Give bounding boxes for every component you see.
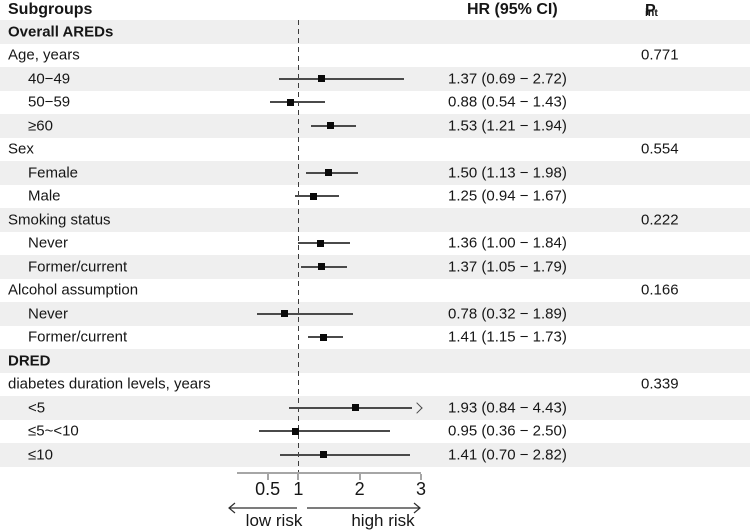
hr-point-marker: [351, 404, 359, 412]
forest-row: Never 0.78 (0.32 − 1.89): [0, 302, 750, 326]
forest-row: diabetes duration levels, years 0.339: [0, 373, 750, 397]
p-interaction-value: 0.339: [641, 375, 679, 393]
row-label: diabetes duration levels, years: [8, 375, 211, 393]
row-label: Former/current: [28, 258, 128, 276]
x-axis-line: [237, 472, 421, 474]
hr-ci-value: 1.25 (0.94 − 1.67): [448, 187, 567, 205]
hr-ci-value: 1.37 (1.05 − 1.79): [448, 258, 567, 276]
hr-point-marker: [319, 451, 327, 459]
row-label: Alcohol assumption: [8, 281, 139, 299]
hr-ci-value: 1.93 (0.84 − 4.43): [448, 399, 567, 417]
p-interaction-value: 0.771: [641, 46, 679, 64]
hr-point-marker: [291, 427, 299, 435]
reference-line-hr1: [297, 20, 300, 472]
hr-point-marker: [310, 192, 318, 200]
x-axis-tick: [419, 474, 422, 480]
row-label: Age, years: [8, 46, 80, 64]
row-label: DRED: [8, 352, 51, 370]
column-header-hr-ci: HR (95% CI): [467, 1, 558, 18]
row-label: Smoking status: [8, 211, 111, 229]
risk-direction-arrows: [228, 502, 421, 514]
table-rows: Overall AREDs Age, years 0.771 40−49 1.37 (0…: [0, 20, 750, 467]
row-label: 40−49: [28, 70, 71, 88]
hr-ci-value: 0.95 (0.36 − 2.50): [448, 422, 567, 440]
forest-row: 50−59 0.88 (0.54 − 1.43): [0, 91, 750, 115]
ci-line: [279, 453, 410, 456]
forest-row: DRED: [0, 349, 750, 373]
hr-ci-value: 1.36 (1.00 − 1.84): [448, 234, 567, 252]
forest-row: Sex 0.554: [0, 138, 750, 162]
row-label: Never: [28, 305, 69, 323]
ci-line: [256, 312, 353, 315]
hr-point-marker: [281, 310, 289, 318]
hr-ci-value: 0.78 (0.32 − 1.89): [448, 305, 567, 323]
high-risk-arrowhead-icon: [413, 502, 421, 514]
row-label: Former/current: [28, 328, 128, 346]
forest-row: Smoking status 0.222: [0, 208, 750, 232]
p-subscript: int: [645, 7, 658, 19]
hr-point-marker: [327, 122, 335, 130]
x-axis-tick-label: 0.5: [255, 479, 281, 499]
ci-line: [270, 101, 325, 104]
hr-point-marker: [316, 239, 324, 247]
x-axis-tick: [358, 474, 361, 480]
x-axis-tick-label: 2: [354, 479, 365, 499]
row-label: 50−59: [28, 93, 71, 111]
x-axis-tick-label: 3: [415, 479, 426, 499]
x-axis-tick: [297, 474, 300, 480]
hr-point-marker: [317, 263, 325, 271]
row-label: Never: [28, 234, 69, 252]
p-interaction-value: 0.166: [641, 281, 679, 299]
hr-point-marker: [319, 333, 327, 341]
row-label: ≤5~<10: [28, 422, 79, 440]
forest-row: Age, years 0.771: [0, 44, 750, 68]
row-label: Overall AREDs: [8, 23, 114, 41]
low-risk-label: low risk: [245, 511, 303, 530]
row-label: ≥60: [28, 117, 53, 135]
forest-row: Female 1.50 (1.13 − 1.98): [0, 161, 750, 185]
forest-row: Male 1.25 (0.94 − 1.67): [0, 185, 750, 209]
hr-point-marker: [325, 169, 333, 177]
hr-point-marker: [287, 98, 295, 106]
forest-row: Alcohol assumption 0.166: [0, 279, 750, 303]
hr-ci-value: 1.41 (1.15 − 1.73): [448, 328, 567, 346]
hr-point-marker: [317, 75, 325, 83]
ci-line: [259, 430, 391, 433]
x-axis-tick: [266, 474, 269, 480]
hr-ci-value: 1.53 (1.21 − 1.94): [448, 117, 567, 135]
forest-row: ≥60 1.53 (1.21 − 1.94): [0, 114, 750, 138]
p-interaction-value: 0.554: [641, 140, 679, 158]
low-risk-arrowhead-icon: [228, 502, 236, 514]
hr-ci-value: 0.88 (0.54 − 1.43): [448, 93, 567, 111]
p-label: P: [645, 2, 656, 19]
ci-line: [279, 77, 404, 80]
column-header-subgroups: Subgroups: [8, 1, 93, 18]
forest-row: ≤5~<10 0.95 (0.36 − 2.50): [0, 420, 750, 444]
forest-row: Never 1.36 (1.00 − 1.84): [0, 232, 750, 256]
forest-row: Former/current 1.41 (1.15 − 1.73): [0, 326, 750, 350]
hr-ci-value: 1.37 (0.69 − 2.72): [448, 70, 567, 88]
row-label: Male: [28, 187, 61, 205]
ci-line: [288, 406, 412, 409]
forest-row: Former/current 1.37 (1.05 − 1.79): [0, 255, 750, 279]
x-axis-tick-label: 1: [293, 479, 304, 499]
high-risk-label: high risk: [351, 511, 415, 530]
hr-ci-value: 1.41 (0.70 − 2.82): [448, 446, 567, 464]
row-label: Female: [28, 164, 79, 182]
hr-ci-value: 1.50 (1.13 − 1.98): [448, 164, 567, 182]
ci-line: [298, 242, 350, 245]
forest-row: Overall AREDs: [0, 20, 750, 44]
p-interaction-value: 0.222: [641, 211, 679, 229]
row-label: Sex: [8, 140, 34, 158]
row-label: <5: [28, 399, 46, 417]
row-label: ≤10: [28, 446, 53, 464]
